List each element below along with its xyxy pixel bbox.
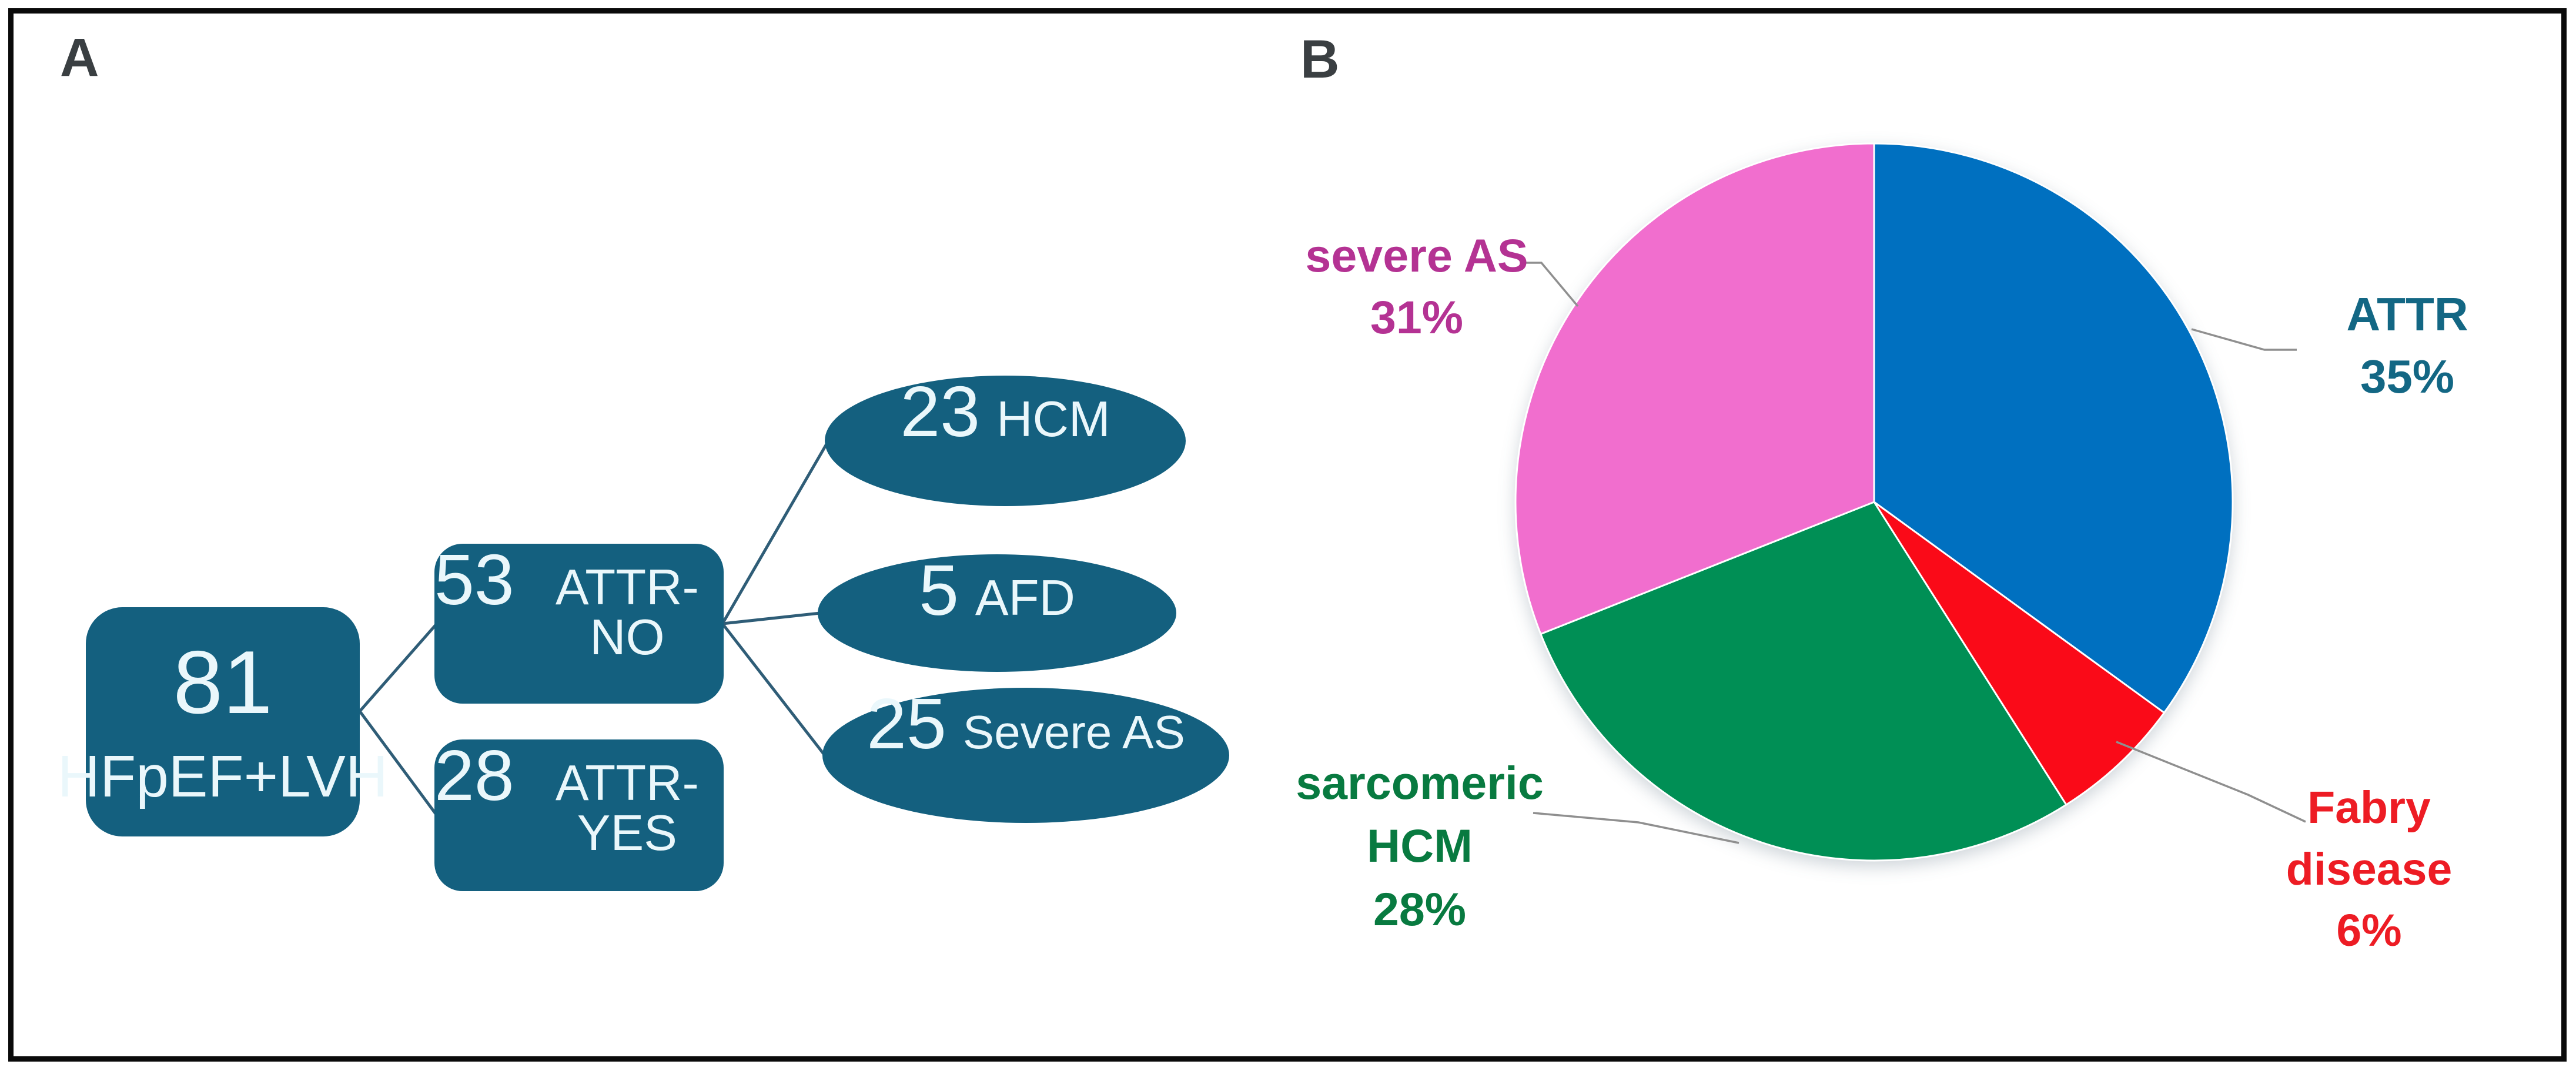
node-count: 25 bbox=[867, 684, 946, 764]
node-label: ATTR-NO bbox=[555, 560, 699, 665]
pie-label-pct: 31% bbox=[1370, 291, 1464, 344]
connector-root-to-attr-no bbox=[359, 622, 438, 712]
flow-node-severe-as: 25 Severe AS bbox=[822, 688, 1229, 823]
node-label: HFpEF+LVH bbox=[57, 744, 389, 809]
pie-slice-fabry-disease bbox=[1873, 501, 2166, 806]
pie-label-pct: 6% bbox=[2336, 905, 2402, 956]
pie-label-attr: ATTR 35% bbox=[2310, 283, 2504, 409]
leader-sarcomeric-hcm bbox=[1533, 812, 1739, 844]
flow-node-afd: 5 AFD bbox=[818, 554, 1176, 672]
node-label: ATTR-YES bbox=[555, 755, 699, 861]
pie-label-text: ATTR bbox=[2346, 288, 2468, 340]
connector-attrno-to-afd bbox=[722, 611, 821, 625]
node-label: Severe AS bbox=[962, 706, 1185, 758]
node-count: 28 bbox=[434, 735, 514, 815]
pie-label-pct: 35% bbox=[2360, 350, 2455, 403]
connector-root-to-attr-yes bbox=[358, 710, 439, 816]
flow-node-attr-no: 53 ATTR-NO bbox=[434, 544, 724, 704]
pie-label-sarcomeric-hcm: sarcomeric HCM 28% bbox=[1284, 751, 1555, 941]
node-count: 81 bbox=[173, 632, 273, 732]
pie-leader-lines bbox=[1524, 262, 2306, 844]
leader-attr bbox=[2191, 328, 2297, 351]
node-count: 23 bbox=[900, 371, 981, 451]
node-count: 53 bbox=[434, 540, 514, 620]
node-count: 5 bbox=[919, 550, 959, 630]
flow-node-hfpef-lvh: 81 HFpEF+LVH bbox=[58, 607, 388, 836]
panel-b-letter: B bbox=[1300, 29, 1340, 89]
pie-slice-attr bbox=[1873, 142, 2234, 714]
pie-label-text: sarcomeric bbox=[1296, 757, 1544, 809]
pie-chart bbox=[1514, 142, 2234, 862]
node-label: HCM bbox=[996, 391, 1110, 447]
flow-node-hcm: 23 HCM bbox=[825, 376, 1186, 506]
pie-slice-severe-as bbox=[1514, 142, 1875, 635]
pie-label-text: Fabry bbox=[2307, 782, 2431, 833]
leader-severe-as bbox=[1524, 262, 1579, 307]
flowchart-connector-lines bbox=[358, 441, 829, 816]
pie-label-fabry-disease: Fabry disease 6% bbox=[2278, 777, 2460, 962]
pie-label-severe-as: severe AS 31% bbox=[1293, 225, 1540, 348]
leader-fabry bbox=[2116, 741, 2306, 823]
pie-label-text: HCM bbox=[1367, 819, 1473, 872]
flow-node-attr-yes: 28 ATTR-YES bbox=[434, 739, 724, 891]
pie-label-pct: 28% bbox=[1373, 882, 1467, 935]
connector-attrno-to-hcm bbox=[721, 441, 829, 625]
panel-a-letter: A bbox=[60, 28, 99, 88]
pie-label-text: severe AS bbox=[1305, 229, 1528, 282]
pie-slice-sarcomeric-hcm bbox=[1539, 501, 2068, 862]
node-label: AFD bbox=[975, 570, 1075, 626]
pie-label-text: disease bbox=[2286, 844, 2453, 895]
connector-attrno-to-severeas bbox=[721, 622, 826, 757]
